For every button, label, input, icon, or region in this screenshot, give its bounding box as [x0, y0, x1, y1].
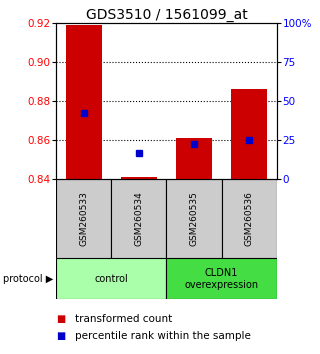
- Text: GSM260535: GSM260535: [189, 191, 198, 246]
- Bar: [111, 179, 166, 258]
- Text: ■: ■: [56, 314, 65, 324]
- Bar: [166, 179, 222, 258]
- Bar: [121, 177, 157, 179]
- Text: GSM260534: GSM260534: [134, 191, 143, 246]
- Bar: [166, 258, 277, 299]
- Bar: [56, 258, 166, 299]
- Text: percentile rank within the sample: percentile rank within the sample: [75, 331, 251, 341]
- Text: control: control: [94, 274, 128, 284]
- Text: transformed count: transformed count: [75, 314, 172, 324]
- Bar: [221, 179, 277, 258]
- Title: GDS3510 / 1561099_at: GDS3510 / 1561099_at: [85, 8, 247, 22]
- Bar: [231, 89, 267, 179]
- Bar: [176, 138, 212, 179]
- Bar: [66, 25, 101, 179]
- Text: ■: ■: [56, 331, 65, 341]
- Text: GSM260536: GSM260536: [245, 191, 254, 246]
- Text: CLDN1
overexpression: CLDN1 overexpression: [185, 268, 259, 290]
- Bar: [56, 179, 111, 258]
- Text: GSM260533: GSM260533: [79, 191, 88, 246]
- Text: protocol ▶: protocol ▶: [3, 274, 53, 284]
